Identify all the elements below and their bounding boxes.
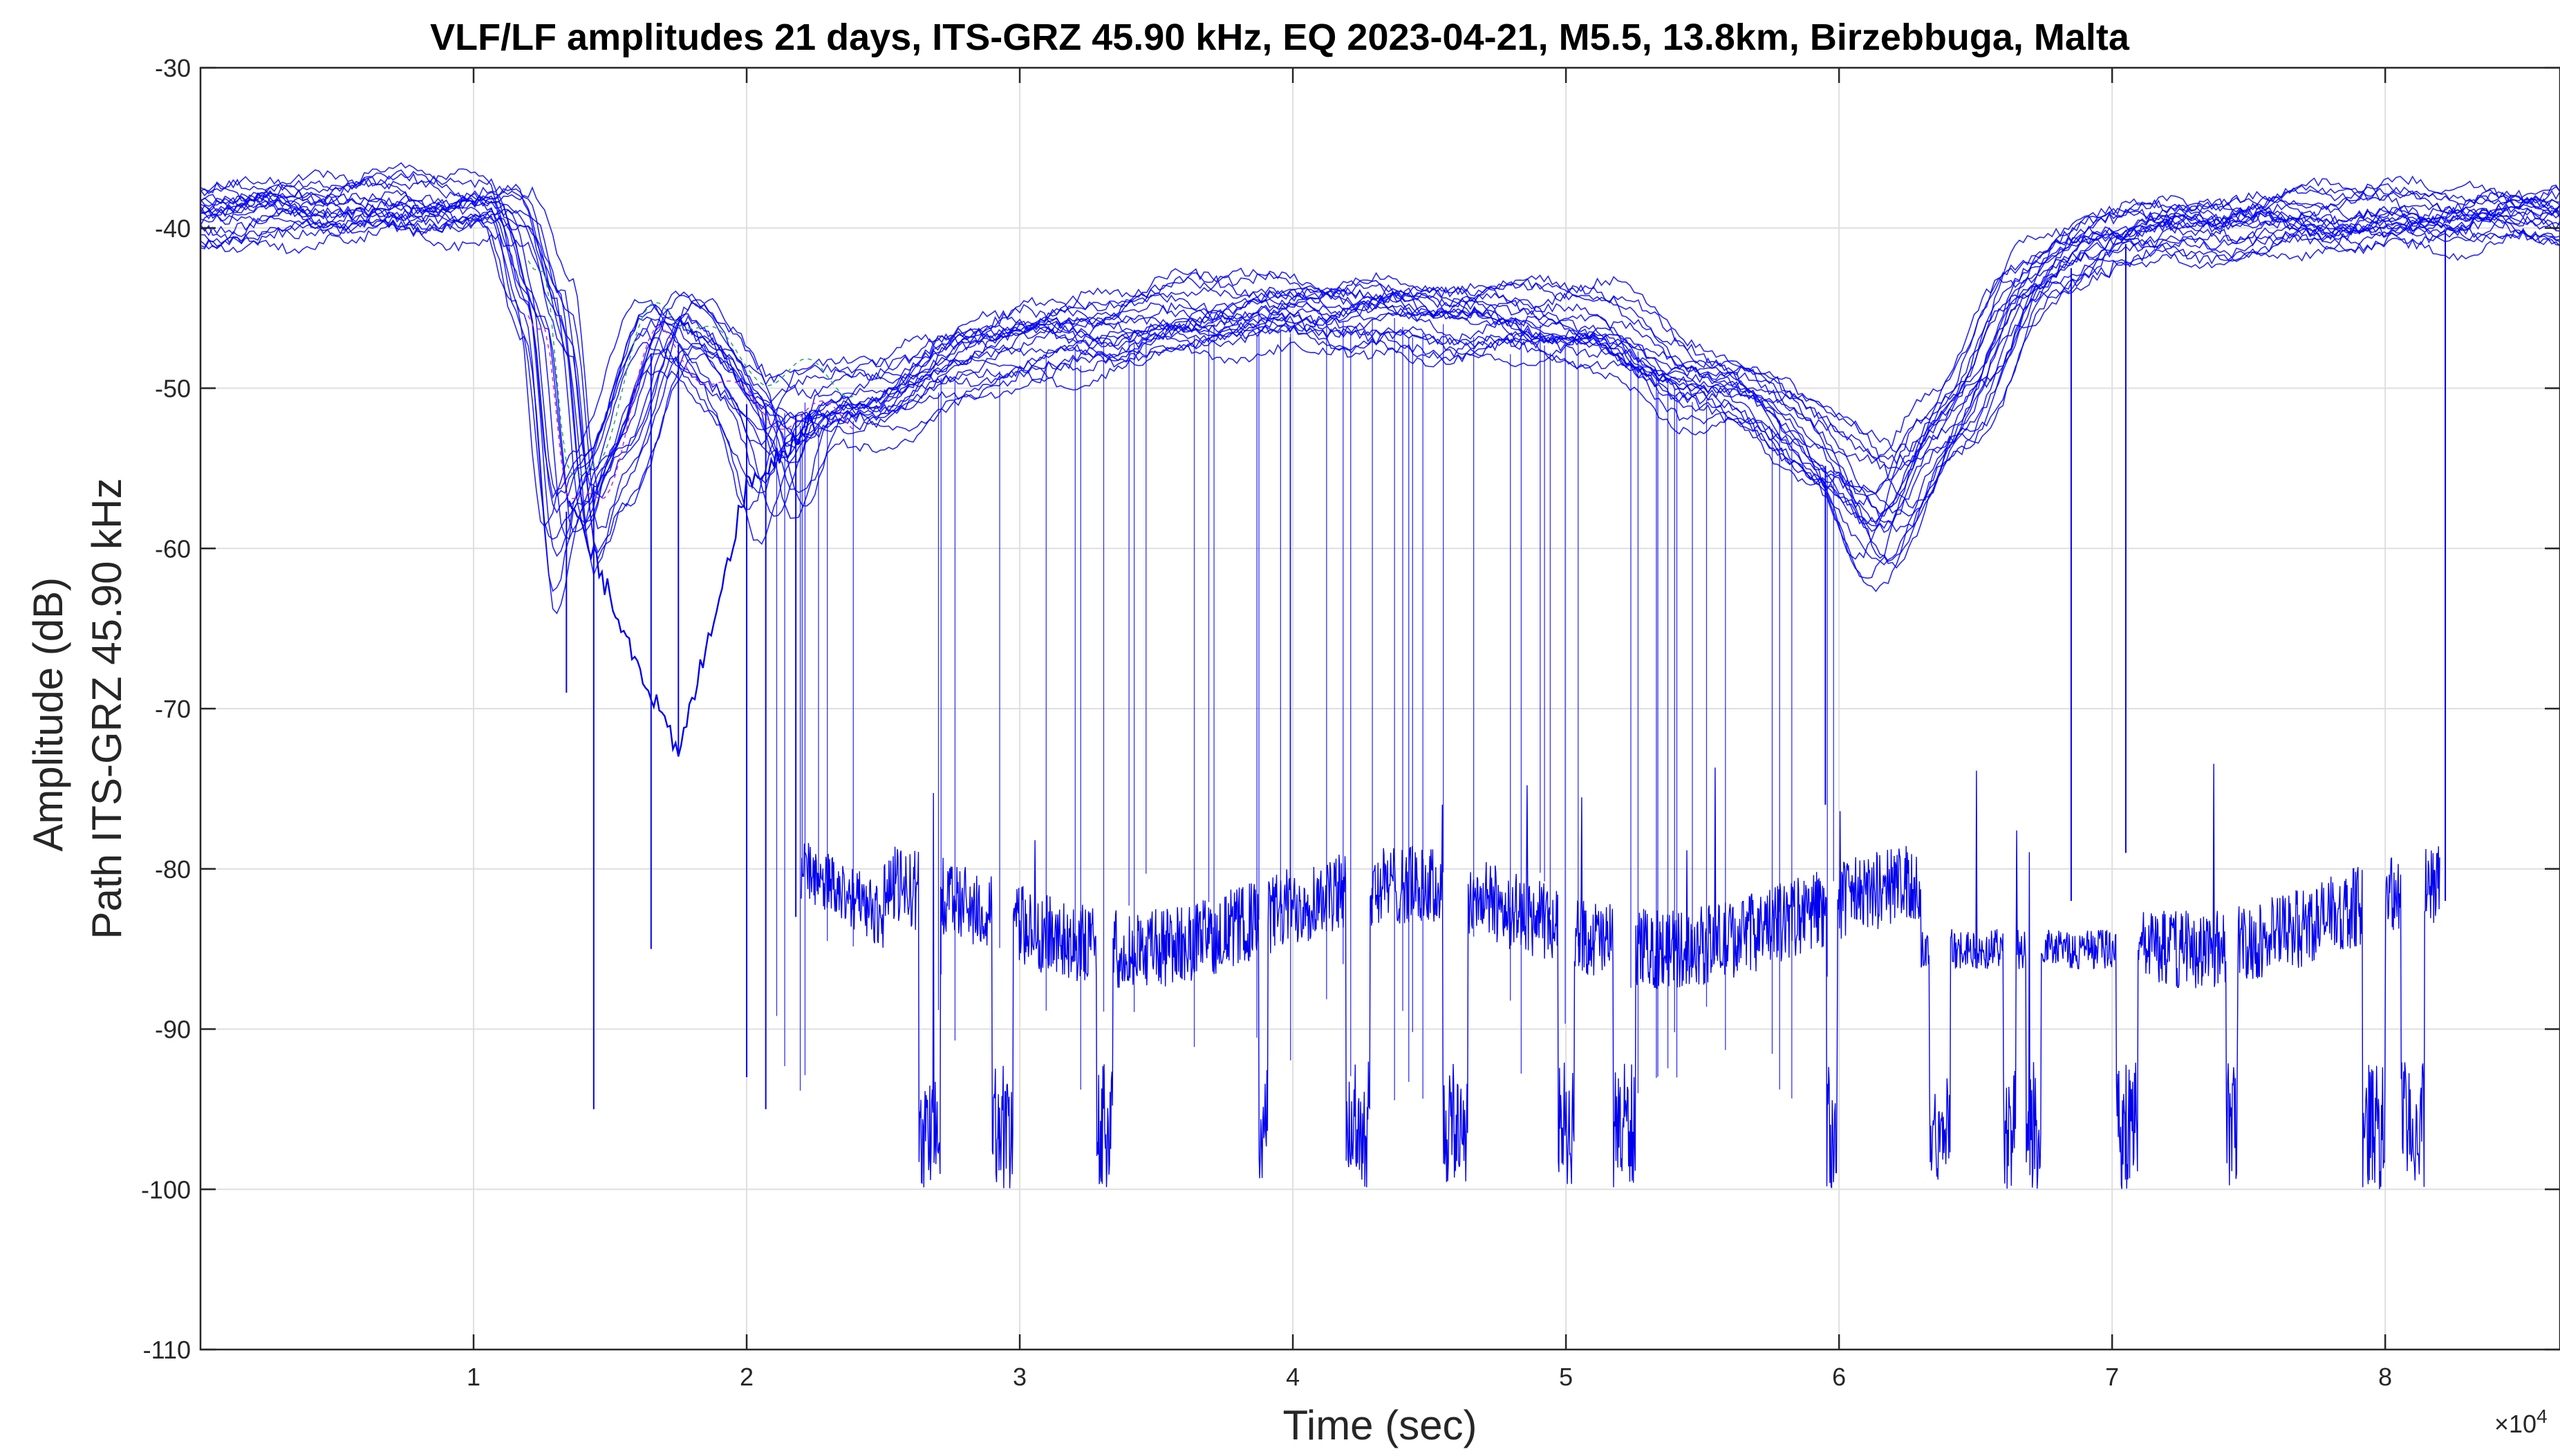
y-axis-label-line-2: Path ITS-GRZ 45.90 kHz (84, 478, 130, 940)
y-axis-label-line-1: Amplitude (dB) (25, 577, 71, 852)
dip-trace (568, 410, 816, 757)
day-curve (200, 169, 2560, 514)
x-axis-exponent: ×104 (2494, 1406, 2548, 1438)
day-curve (200, 162, 2560, 497)
x-tick-label: 8 (2378, 1363, 2392, 1391)
y-tick-label: -30 (155, 54, 191, 82)
x-tick-label: 5 (1559, 1363, 1573, 1391)
day-curve (200, 200, 2560, 592)
chart-title: VLF/LF amplitudes 21 days, ITS-GRZ 45.90… (430, 17, 2130, 58)
y-tick-label: -70 (155, 695, 191, 723)
y-tick-label: -80 (155, 855, 191, 884)
x-axis-exponent-base: ×10 (2494, 1410, 2536, 1438)
x-tick-label: 1 (467, 1363, 480, 1391)
axis-ticks: 1 2 3 4 5 6 7 8 -30 -40 -50 -60 -70 -80 -90 -100 -110 (141, 54, 2560, 1391)
x-tick-label: 6 (1832, 1363, 1846, 1391)
y-tick-label: -90 (155, 1016, 191, 1044)
y-tick-label: -40 (155, 214, 191, 243)
noisy-segment (801, 763, 2440, 1190)
x-tick-label: 7 (2105, 1363, 2119, 1391)
x-axis-exponent-power: 4 (2536, 1406, 2548, 1427)
day-curve (200, 182, 2560, 562)
accent-curve (527, 260, 857, 477)
plot-area (200, 162, 2560, 1190)
y-axis-label: Amplitude (dB) Path ITS-GRZ 45.90 kHz (25, 478, 130, 940)
y-tick-label: -50 (155, 375, 191, 403)
x-tick-label: 4 (1286, 1363, 1300, 1391)
x-tick-label: 3 (1013, 1363, 1027, 1391)
x-tick-label: 2 (740, 1363, 754, 1391)
y-tick-label: -100 (141, 1175, 191, 1204)
y-tick-label: -110 (143, 1336, 191, 1364)
x-axis-label: Time (sec) (1282, 1402, 1477, 1448)
y-tick-label: -60 (155, 534, 191, 563)
day-curve (200, 178, 2560, 560)
accent-curve (527, 315, 857, 500)
